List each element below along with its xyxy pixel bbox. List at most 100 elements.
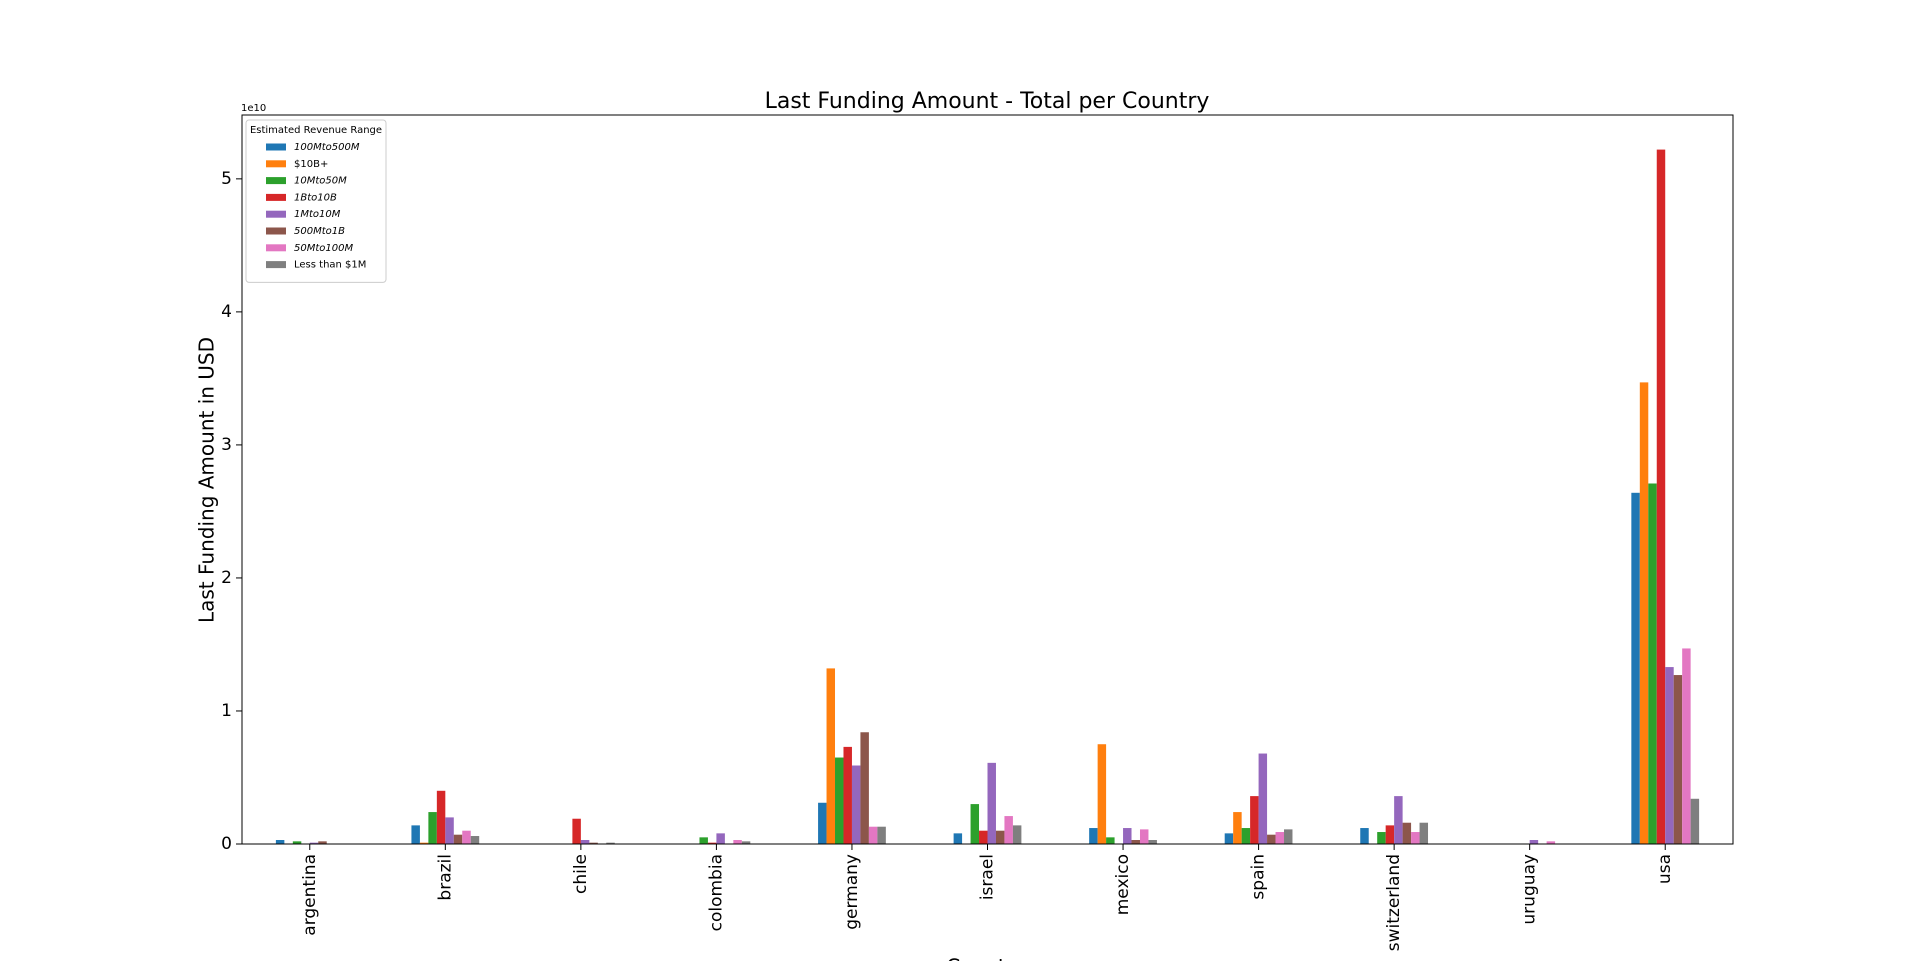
bar [1546, 841, 1556, 844]
y-tick-label: 5 [221, 169, 232, 189]
bar [1394, 796, 1403, 844]
bar [1656, 149, 1666, 844]
bar [1275, 832, 1285, 844]
x-tick-label: usa [1655, 854, 1675, 884]
bar [995, 830, 1005, 844]
x-tick-label: switzerland [1384, 854, 1404, 951]
bar [589, 842, 598, 844]
bar [877, 826, 886, 844]
legend-swatch [266, 261, 286, 269]
bar [1131, 840, 1140, 844]
bar [1012, 825, 1022, 844]
bar [1682, 648, 1691, 844]
bar [419, 842, 429, 844]
bar [1665, 667, 1674, 844]
bar [1089, 828, 1098, 844]
bar [1690, 798, 1700, 844]
bar [733, 840, 742, 844]
bar [707, 842, 717, 844]
bar [826, 668, 836, 844]
x-tick-label: mexico [1113, 854, 1133, 915]
bar [1402, 822, 1412, 844]
bar [1419, 822, 1429, 844]
legend-label: 1Bto10B [294, 192, 337, 203]
bar [860, 732, 869, 844]
bar [1106, 837, 1115, 844]
bar [1639, 382, 1649, 844]
bar [470, 836, 480, 844]
bar [445, 817, 454, 844]
bar [318, 841, 327, 844]
legend-swatch [266, 177, 286, 185]
bar [428, 812, 437, 844]
x-tick-label: uruguay [1520, 854, 1540, 925]
bar [1123, 828, 1132, 844]
legend-label: 10Mto50M [294, 176, 347, 187]
x-tick-label: brazil [435, 854, 455, 901]
x-tick-label: germany [842, 854, 862, 930]
bar [462, 830, 471, 844]
bar [1139, 829, 1149, 844]
y-tick-label: 0 [221, 834, 232, 854]
bar [1224, 833, 1234, 844]
legend-label: 50Mto100M [294, 243, 353, 254]
bar [979, 830, 988, 844]
bar [1385, 825, 1395, 844]
legend-swatch [266, 227, 286, 235]
bar [411, 825, 420, 844]
bar [1241, 828, 1251, 844]
bar [1284, 829, 1293, 844]
legend-label: Less than $1M [294, 260, 366, 271]
legend-swatch [266, 193, 286, 201]
offset-label: 1e10 [241, 103, 266, 114]
x-tick-label: israel [978, 854, 998, 900]
bar [1250, 796, 1259, 844]
bar [868, 826, 878, 844]
bar [436, 790, 446, 844]
bar [987, 762, 996, 844]
legend-swatch [266, 244, 286, 252]
x-axis-label: Country [946, 955, 1026, 961]
bar [1267, 834, 1276, 844]
bar [1258, 753, 1268, 844]
x-tick-label: chile [571, 854, 591, 894]
y-tick-label: 3 [221, 435, 232, 455]
bar [1097, 744, 1107, 844]
legend-swatch [266, 210, 286, 218]
y-axis-label: Last Funding Amount in USD [195, 337, 219, 623]
bar [580, 840, 590, 844]
bar [843, 746, 852, 844]
bar [1360, 828, 1369, 844]
bar [1411, 832, 1420, 844]
x-tick-label: argentina [300, 854, 320, 936]
bar [606, 842, 615, 844]
x-tick-label: colombia [706, 854, 726, 931]
bar [1648, 483, 1657, 844]
bar [292, 841, 302, 844]
chart-title: Last Funding Amount - Total per Country [765, 89, 1210, 114]
legend-swatch [266, 143, 286, 151]
legend-label: 1Mto10M [294, 209, 341, 220]
bar [835, 757, 844, 844]
bar [699, 837, 708, 844]
y-tick-label: 4 [221, 302, 232, 322]
legend-label: $10B+ [294, 159, 328, 170]
y-tick-label: 1 [221, 701, 232, 721]
bar [1148, 840, 1157, 844]
bar [1631, 492, 1640, 844]
bar [953, 833, 963, 844]
bar [1004, 816, 1013, 844]
legend-label: 100Mto500M [294, 142, 360, 153]
bar [1377, 832, 1386, 844]
bar [970, 804, 980, 844]
bar [1233, 812, 1242, 844]
legend-title: Estimated Revenue Range [250, 125, 382, 136]
legend-swatch [266, 160, 286, 168]
bar [309, 842, 319, 844]
y-tick-label: 2 [221, 568, 232, 588]
bar [572, 818, 581, 844]
bar [275, 840, 285, 844]
bar [741, 841, 751, 844]
bar [818, 802, 827, 844]
